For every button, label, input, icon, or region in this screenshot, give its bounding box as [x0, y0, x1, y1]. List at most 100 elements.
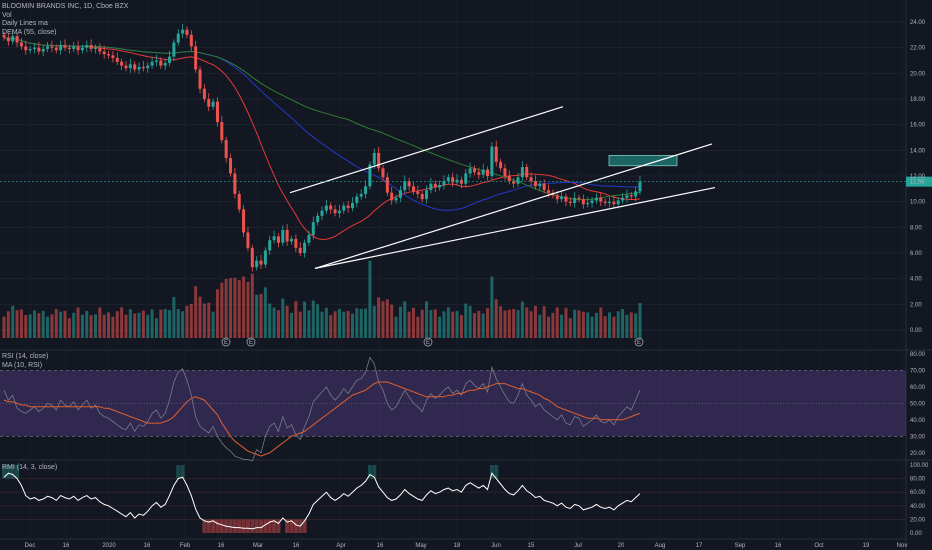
- volume-bar: [564, 307, 568, 338]
- volume-bar: [290, 312, 294, 338]
- rmi-oversold-shade: [241, 519, 246, 533]
- candle-body: [337, 210, 341, 214]
- legend-dema: DEMA (55, close): [2, 28, 57, 36]
- x-tick-label: 16: [63, 543, 70, 549]
- volume-bar: [577, 310, 581, 338]
- candle-body: [403, 181, 407, 191]
- candle-body: [24, 46, 28, 51]
- candle-body: [67, 47, 71, 49]
- candle-body: [311, 222, 315, 236]
- rmi-oversold-shade: [285, 519, 290, 533]
- x-tick-label: Nov: [897, 543, 908, 549]
- candle-body: [333, 209, 337, 214]
- candle-body: [364, 186, 368, 194]
- rmi-line: [3, 472, 641, 530]
- candle-body: [359, 193, 363, 197]
- x-tick-label: 16: [377, 543, 384, 549]
- candle-body: [28, 48, 32, 51]
- rsi-legend-line2: MA (10, RSI): [2, 361, 43, 369]
- volume-bar: [594, 312, 598, 338]
- rmi-oversold-shade: [228, 519, 233, 533]
- candle-body: [420, 193, 424, 200]
- volume-bar: [50, 314, 54, 338]
- candle-body: [385, 177, 389, 193]
- volume-bar: [555, 307, 559, 338]
- ma-line-80: [3, 36, 641, 201]
- rmi-overbought-shade: [372, 465, 377, 479]
- candle-body: [107, 54, 111, 56]
- candle-body: [224, 140, 228, 159]
- candle-body: [320, 210, 324, 216]
- candle-body: [85, 45, 89, 48]
- rmi-overbought-shade: [15, 465, 20, 479]
- candle-body: [372, 152, 376, 165]
- candle-body: [54, 47, 58, 51]
- candle-body: [594, 197, 598, 201]
- volume-bar: [115, 311, 119, 338]
- volume-bar: [372, 305, 376, 338]
- volume-bar: [263, 287, 267, 338]
- candle-body: [2, 34, 6, 38]
- x-tick-label: Dec: [25, 543, 36, 549]
- rmi-oversold-shade: [302, 519, 307, 533]
- volume-bar: [429, 310, 433, 338]
- rmi-oversold-shade: [272, 519, 277, 533]
- rmi-tick-label: 0.00: [910, 531, 922, 537]
- rsi-tick-label: 60.00: [910, 385, 926, 391]
- candle-body: [377, 152, 381, 169]
- legend-title: BLOOMIN BRANDS INC, 1D, Cboe BZX: [2, 3, 129, 10]
- volume-bar: [307, 310, 311, 338]
- candle-body: [568, 201, 572, 203]
- volume-bar: [538, 314, 542, 338]
- rsi-ma-line: [3, 381, 641, 457]
- rmi-oversold-shade: [215, 519, 220, 533]
- volume-bar: [529, 311, 533, 338]
- rsi-lines: [3, 356, 641, 462]
- x-tick-label: 15: [528, 543, 535, 549]
- candle-body: [294, 238, 298, 248]
- x-tick-label: Jun: [491, 543, 501, 549]
- candle-body: [276, 236, 280, 243]
- candle-body: [590, 200, 594, 203]
- volume-bar: [37, 313, 41, 338]
- candle-body: [268, 240, 272, 251]
- candle-body: [629, 195, 633, 197]
- volume-bar: [32, 310, 36, 338]
- volume-bar: [560, 314, 564, 338]
- candle-body: [41, 48, 45, 52]
- candle-body: [168, 56, 172, 64]
- candle-body: [176, 33, 180, 43]
- rsi-legend: RSI (14, close) MA (10, RSI): [2, 353, 48, 370]
- candle-body: [93, 47, 97, 49]
- candle-body: [603, 201, 607, 203]
- candle-body: [19, 42, 23, 47]
- rsi-tick-label: 70.00: [910, 368, 926, 374]
- volume-bar: [368, 260, 372, 338]
- candle-body: [290, 238, 294, 242]
- volume-bar: [276, 310, 280, 338]
- volume-bar: [512, 308, 516, 338]
- volume-bar: [215, 289, 219, 338]
- volume-bar: [468, 305, 472, 338]
- candle-body: [198, 69, 202, 89]
- volume-bar: [390, 304, 394, 338]
- volume-bars: [2, 260, 642, 338]
- candle-body: [272, 236, 276, 241]
- volume-bar: [551, 312, 555, 338]
- volume-bar: [385, 299, 389, 338]
- volume-bar: [281, 298, 285, 338]
- candle-body: [15, 36, 19, 43]
- candle-body: [46, 46, 50, 49]
- y-tick-label: 24.00: [910, 20, 926, 26]
- candle-body: [298, 247, 302, 253]
- candle-body: [350, 202, 354, 209]
- candle-body: [281, 229, 285, 243]
- volume-bar: [625, 314, 629, 338]
- candle-body: [255, 260, 259, 268]
- candle-body: [246, 232, 250, 248]
- volume-bar: [350, 313, 354, 338]
- candle-body: [215, 101, 219, 123]
- candle-body: [189, 34, 193, 47]
- candle-body: [512, 181, 516, 184]
